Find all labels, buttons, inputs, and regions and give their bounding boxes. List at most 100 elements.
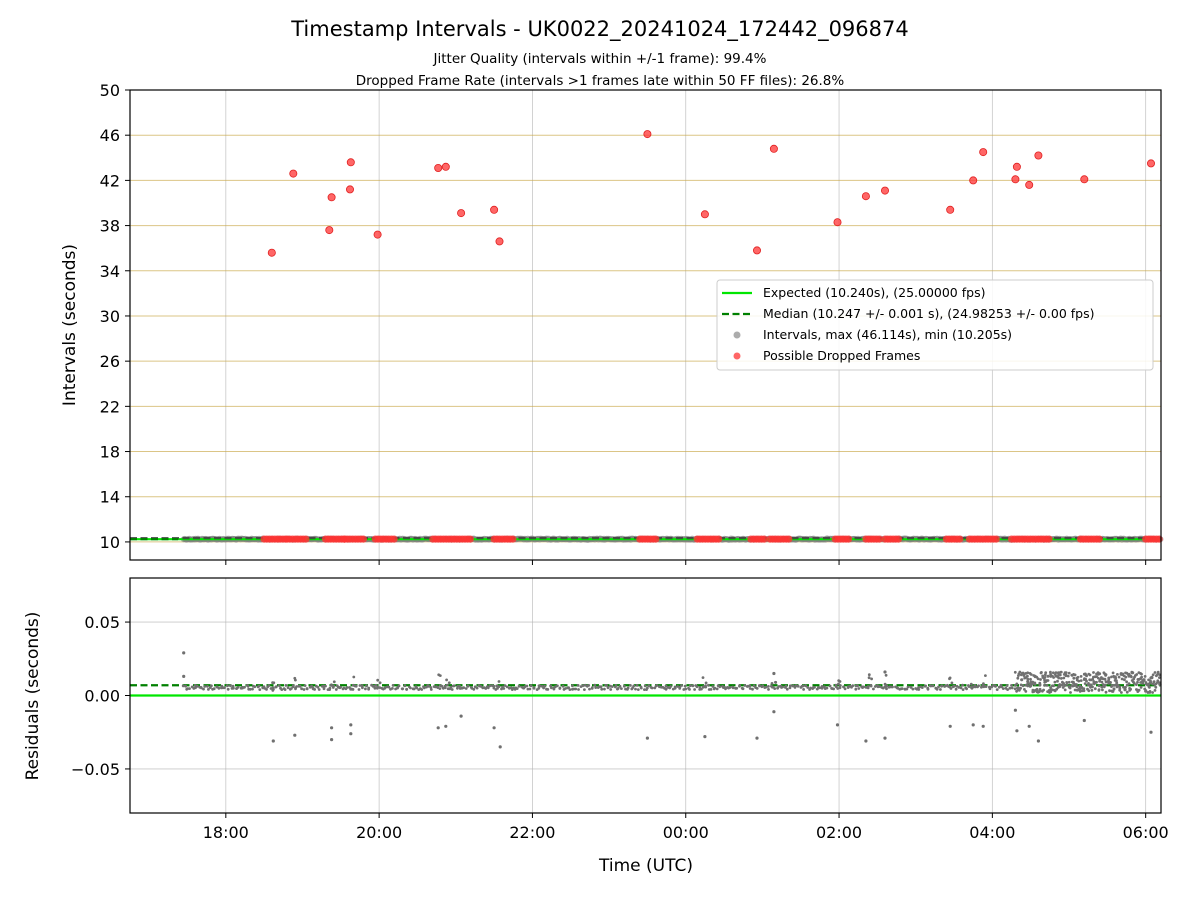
- residual-point: [1046, 674, 1050, 678]
- residual-point: [626, 686, 630, 690]
- residual-point: [464, 687, 468, 690]
- residual-point: [1142, 678, 1146, 681]
- residual-point: [583, 688, 586, 691]
- dropped-frame-baseline-point: [1095, 535, 1103, 543]
- residual-point: [1077, 687, 1081, 691]
- residual-point: [609, 688, 613, 691]
- residual-point: [350, 687, 354, 691]
- residuals-y-tick-label-1: 0.00: [84, 687, 120, 706]
- residual-point: [409, 686, 412, 690]
- residual-point: [396, 686, 399, 690]
- residual-point: [689, 684, 692, 688]
- residual-point: [1118, 685, 1121, 689]
- residual-point: [1043, 673, 1047, 677]
- residual-point: [684, 687, 688, 691]
- dropped-frame-point-0: [267, 248, 276, 257]
- residual-point: [286, 686, 290, 690]
- residual-point: [300, 687, 303, 691]
- residual-point: [236, 685, 240, 689]
- intervals-y-tick-label-2: 18: [100, 443, 120, 462]
- residual-point: [226, 684, 229, 688]
- residual-outlier-15: [755, 736, 759, 740]
- intervals-plot-frame: [129, 89, 1162, 561]
- residual-point: [1035, 689, 1039, 693]
- residual-point: [361, 686, 364, 690]
- residual-point: [842, 685, 845, 689]
- residual-point: [298, 684, 302, 688]
- residual-outlier-12: [498, 745, 502, 749]
- residual-point: [1116, 673, 1119, 676]
- residual-point: [436, 686, 440, 689]
- dropped-frame-baseline-point: [845, 535, 853, 543]
- residual-point: [1153, 671, 1157, 674]
- residual-point: [1112, 687, 1116, 691]
- dropped-frame-point-15: [769, 144, 778, 153]
- intervals-plot-panel: 10 14 18 22 26 30 34 38 42 46 50 Intervals (second…: [60, 81, 1164, 565]
- residual-point: [755, 687, 759, 690]
- residual-point: [280, 688, 284, 691]
- residual-point: [820, 685, 824, 688]
- residual-point: [1043, 684, 1046, 687]
- residual-point: [376, 678, 380, 682]
- residual-point: [1115, 679, 1118, 683]
- residual-point: [970, 686, 974, 690]
- residual-point: [713, 686, 717, 690]
- residual-point: [1082, 687, 1086, 690]
- residual-point: [328, 686, 332, 690]
- residual-point: [1058, 673, 1062, 677]
- legend-box: [716, 279, 1154, 371]
- residual-point: [1033, 674, 1037, 678]
- residual-point: [935, 687, 939, 691]
- residual-point: [1036, 677, 1040, 681]
- residual-point: [885, 687, 888, 691]
- residuals-data-layer: [130, 651, 1162, 749]
- residual-point: [1148, 681, 1152, 685]
- residual-point: [1013, 670, 1017, 674]
- residual-point: [543, 684, 547, 688]
- residual-point: [1051, 671, 1055, 675]
- residual-point: [929, 684, 933, 688]
- residual-point: [1052, 684, 1056, 688]
- residual-point: [567, 686, 570, 689]
- dropped-frame-point-17: [861, 192, 870, 201]
- residual-point: [1049, 686, 1052, 689]
- residual-point: [1017, 674, 1020, 677]
- residual-point: [594, 686, 598, 689]
- residual-outlier-19: [864, 739, 868, 743]
- x-tick-label-5: 04:00: [969, 823, 1015, 842]
- legend-median-label: Median (10.247 +/- 0.001 s), (24.98253 +…: [763, 306, 1094, 321]
- residual-point: [1139, 686, 1143, 689]
- residual-point: [1151, 691, 1154, 694]
- residual-point: [1053, 689, 1057, 693]
- residual-point: [1031, 680, 1035, 684]
- residual-point: [748, 684, 752, 688]
- residual-point: [802, 688, 805, 691]
- residual-point: [528, 687, 532, 691]
- residual-point: [828, 684, 832, 688]
- residual-point: [837, 682, 840, 686]
- residual-point: [267, 684, 271, 687]
- residual-point: [429, 688, 433, 691]
- residual-point: [1095, 680, 1098, 684]
- residual-point: [1059, 677, 1063, 680]
- residual-point: [957, 686, 961, 689]
- residual-point: [1045, 684, 1049, 687]
- residual-point: [1073, 688, 1077, 692]
- residual-point: [449, 685, 453, 689]
- residual-point: [1073, 673, 1077, 677]
- residuals-plot-panel: −0.05 0.00 0.05 18:00 20:00 22:00 00:00 02:00 0…: [23, 577, 1169, 876]
- residual-point: [1093, 687, 1097, 691]
- intervals-y-tick-label-7: 38: [100, 217, 120, 236]
- residual-point: [650, 686, 654, 690]
- residual-point: [967, 685, 971, 688]
- residual-point: [1120, 677, 1124, 681]
- residual-point: [581, 684, 585, 688]
- residual-outlier-20: [883, 736, 887, 740]
- residual-point: [900, 687, 904, 690]
- dropped-frame-point-10: [490, 205, 499, 214]
- residual-point: [1083, 682, 1087, 685]
- residual-point: [774, 681, 778, 684]
- residual-outlier-2: [271, 739, 275, 743]
- residual-point: [836, 687, 840, 690]
